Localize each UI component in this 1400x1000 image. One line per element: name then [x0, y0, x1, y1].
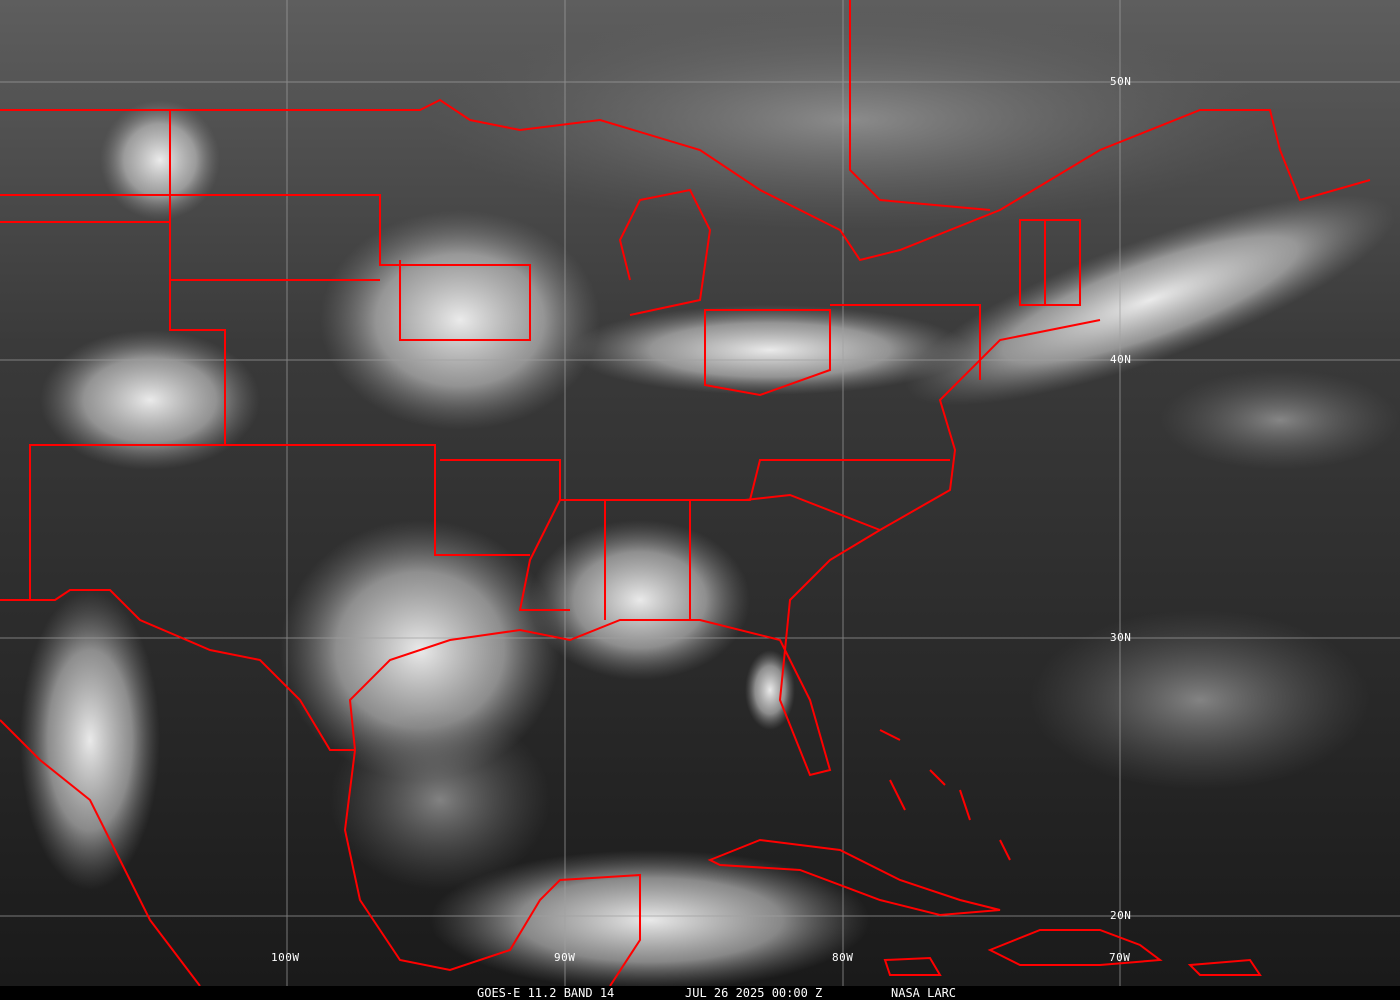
lat-label-50n: 50N: [1110, 75, 1132, 88]
lat-label-20n: 20N: [1110, 909, 1132, 922]
lon-label-100w: 100W: [271, 951, 300, 964]
datetime-label: JUL 26 2025 00:00 Z: [685, 986, 823, 1000]
lon-label-70w: 70W: [1109, 951, 1131, 964]
satellite-band-label: GOES-E 11.2 BAND 14: [477, 986, 615, 1000]
source-label: NASA LARC: [891, 986, 957, 1000]
political-boundaries: [0, 0, 1371, 986]
lat-label-40n: 40N: [1110, 353, 1132, 366]
lon-label-80w: 80W: [832, 951, 854, 964]
caption-bar: GOES-E 11.2 BAND 14 JUL 26 2025 00:00 Z …: [0, 986, 1400, 1000]
lon-label-90w: 90W: [554, 951, 576, 964]
lat-label-30n: 30N: [1110, 631, 1132, 644]
